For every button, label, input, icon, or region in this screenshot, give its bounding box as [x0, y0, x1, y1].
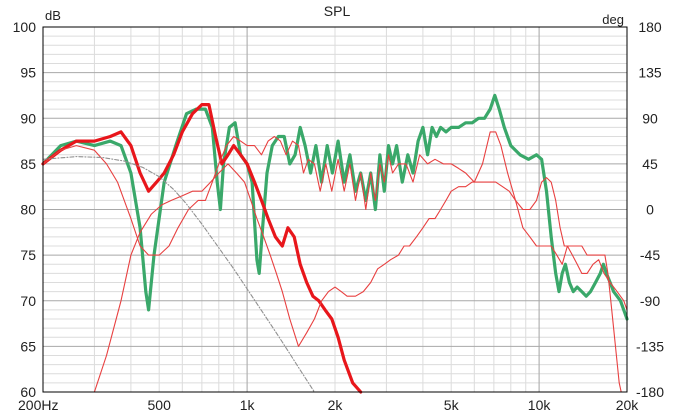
y-tick-label: 65 — [20, 338, 36, 354]
y-tick-label: 70 — [20, 293, 36, 309]
y-tick-label: 95 — [20, 65, 36, 81]
y2-tick-label: -45 — [640, 247, 660, 263]
series-line-1 — [41, 93, 629, 321]
series-line-5 — [42, 156, 315, 393]
y2-tick-label: 135 — [638, 65, 662, 81]
series-line-4 — [93, 163, 622, 393]
y-tick-label: 75 — [20, 247, 36, 263]
x-tick-label: 10k — [528, 397, 552, 413]
y2-tick-label: -180 — [636, 384, 664, 400]
x-tick-label: 5k — [444, 397, 460, 413]
y-tick-label: 85 — [20, 156, 36, 172]
y2-tick-label: -135 — [636, 338, 664, 354]
chart-title: SPL — [324, 3, 351, 19]
y2-tick-label: 0 — [646, 202, 654, 218]
major-grid — [43, 27, 627, 392]
y2-tick-label: 90 — [642, 110, 658, 126]
y2-tick-label: 45 — [642, 156, 658, 172]
right-axis-unit: deg — [602, 12, 624, 27]
y2-tick-label: -90 — [640, 293, 660, 309]
plot-frame — [42, 26, 628, 393]
y-tick-label: 60 — [20, 384, 36, 400]
series-line-3 — [42, 131, 628, 311]
left-axis-tick-labels: 60 65 70 75 80 85 90 95 100 — [13, 19, 37, 400]
x-tick-label: 200Hz — [18, 397, 58, 413]
y2-tick-label: 180 — [638, 19, 662, 35]
x-tick-label: 20k — [616, 397, 640, 413]
right-axis-tick-labels: -180 -135 -90 -45 0 45 90 135 180 — [636, 19, 664, 400]
x-tick-label: 1k — [240, 397, 256, 413]
y-tick-label: 100 — [13, 19, 37, 35]
x-axis-tick-labels: 200Hz 500 1k 2k 5k 10k 20k — [18, 397, 639, 413]
y-tick-label: 80 — [20, 202, 36, 218]
y-tick-label: 90 — [20, 110, 36, 126]
series-layer — [41, 93, 629, 394]
left-axis-unit: dB — [45, 8, 61, 23]
x-tick-label: 500 — [148, 397, 172, 413]
x-tick-label: 2k — [328, 397, 344, 413]
series-line-2 — [41, 103, 363, 394]
